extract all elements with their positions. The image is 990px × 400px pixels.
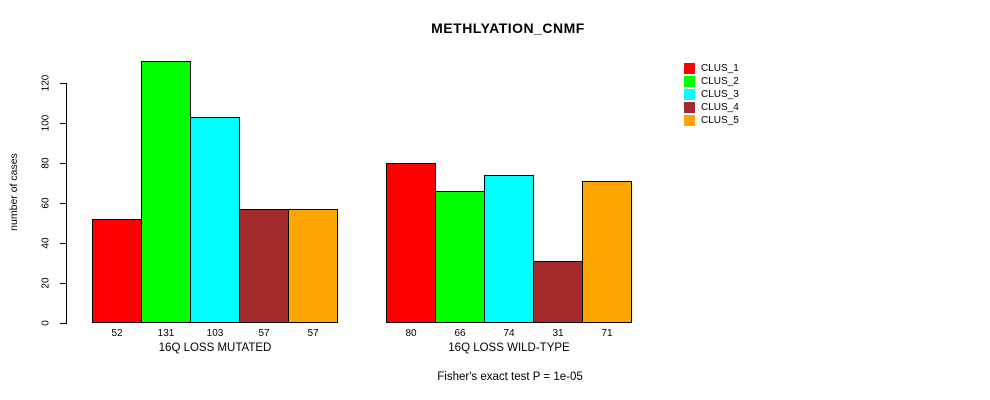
legend-swatch-icon — [684, 63, 695, 74]
bar-g1-clus_2 — [141, 61, 191, 323]
legend-label: CLUS_2 — [701, 76, 739, 87]
y-tick-mark — [60, 283, 67, 284]
group-label-mutated: 16Q LOSS MUTATED — [158, 342, 272, 354]
bar-value-label: 74 — [503, 328, 515, 339]
legend: CLUS_1 CLUS_2 CLUS_3 CLUS_4 CLUS_5 — [684, 62, 739, 127]
legend-swatch-icon — [684, 102, 695, 113]
y-axis-label: number of cases — [8, 153, 20, 231]
bar-g1-clus_3 — [190, 117, 240, 323]
legend-swatch-icon — [684, 89, 695, 100]
fisher-test-annotation: Fisher's exact test P = 1e-05 — [437, 371, 583, 383]
y-tick-mark — [60, 323, 67, 324]
legend-swatch-icon — [684, 76, 695, 87]
bar-g2-clus_4 — [533, 261, 583, 323]
legend-label: CLUS_3 — [701, 89, 739, 100]
y-tick-label: 20 — [40, 277, 52, 289]
bar-g2-clus_1 — [386, 163, 436, 323]
y-tick-label: 40 — [40, 237, 52, 249]
legend-item-clus_3: CLUS_3 — [684, 88, 739, 101]
legend-item-clus_2: CLUS_2 — [684, 75, 739, 88]
y-tick-mark — [60, 123, 67, 124]
bar-g1-clus_5 — [288, 209, 338, 323]
bar-value-label: 31 — [552, 328, 564, 339]
bar-value-label: 66 — [454, 328, 466, 339]
y-tick-mark — [60, 83, 67, 84]
legend-item-clus_1: CLUS_1 — [684, 62, 739, 75]
bar-g1-clus_1 — [92, 219, 142, 323]
legend-label: CLUS_5 — [701, 115, 739, 126]
bar-g1-clus_4 — [239, 209, 289, 323]
y-tick-mark — [60, 243, 67, 244]
y-tick-mark — [60, 203, 67, 204]
bar-value-label: 103 — [206, 328, 224, 339]
y-tick-label: 0 — [40, 320, 52, 326]
bar-value-label: 71 — [601, 328, 613, 339]
bar-value-label: 57 — [307, 328, 319, 339]
y-tick-label: 100 — [40, 114, 52, 132]
y-tick-mark — [60, 163, 67, 164]
bar-value-label: 131 — [157, 328, 175, 339]
y-tick-label: 80 — [40, 157, 52, 169]
bar-value-label: 57 — [258, 328, 270, 339]
legend-label: CLUS_4 — [701, 102, 739, 113]
legend-item-clus_4: CLUS_4 — [684, 101, 739, 114]
bar-g2-clus_5 — [582, 181, 632, 323]
chart-title: METHLYATION_CNMF — [431, 20, 585, 36]
y-tick-label: 120 — [40, 74, 52, 92]
bar-value-label: 52 — [111, 328, 123, 339]
legend-swatch-icon — [684, 115, 695, 126]
group-label-wildtype: 16Q LOSS WILD-TYPE — [448, 342, 570, 354]
bar-g2-clus_3 — [484, 175, 534, 323]
bar-g2-clus_2 — [435, 191, 485, 323]
y-tick-label: 60 — [40, 197, 52, 209]
bar-value-label: 80 — [405, 328, 417, 339]
legend-label: CLUS_1 — [701, 63, 739, 74]
legend-item-clus_5: CLUS_5 — [684, 114, 739, 127]
